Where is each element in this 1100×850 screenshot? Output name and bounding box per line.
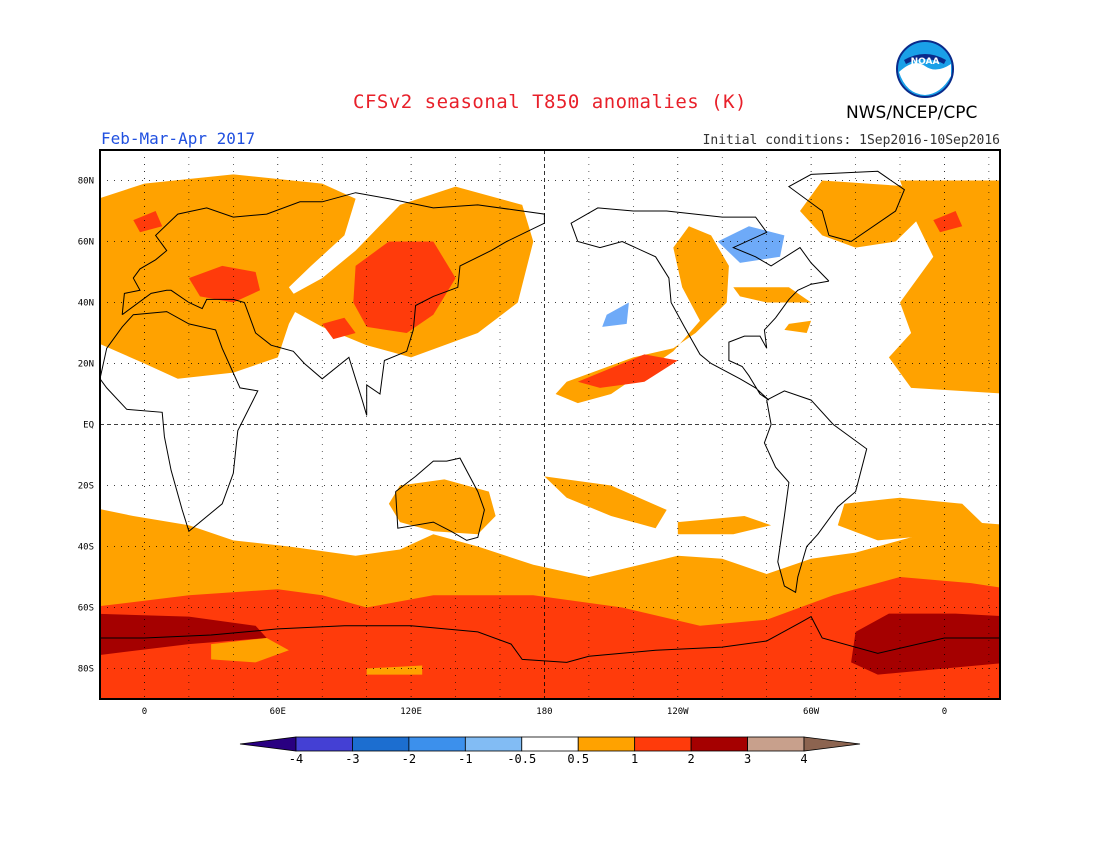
map-grid bbox=[99, 150, 1000, 699]
lon-label: 0 bbox=[942, 707, 947, 717]
east-atlantic-anomaly bbox=[888, 180, 1000, 394]
lon-label: 0 bbox=[142, 707, 147, 717]
lon-label: 120W bbox=[667, 707, 689, 717]
south-atlantic-anomaly bbox=[837, 497, 985, 541]
hudson-cold-anomaly bbox=[717, 226, 785, 263]
plot-border bbox=[99, 149, 1001, 700]
lat-label: 40N bbox=[78, 299, 94, 309]
lon-label: 180 bbox=[536, 707, 552, 717]
antarctic-patch-2 bbox=[366, 665, 423, 675]
lon-label: 60E bbox=[270, 707, 286, 717]
coast-antarctica bbox=[100, 615, 1000, 663]
lat-label: 80S bbox=[78, 665, 94, 675]
lat-label: EQ bbox=[83, 421, 94, 431]
coast-greenland bbox=[787, 170, 906, 243]
caspian-hotspot bbox=[188, 265, 260, 303]
scandinavia-hotspot bbox=[133, 211, 163, 233]
greenland-anomaly bbox=[800, 180, 927, 248]
initial-conditions-label: Initial conditions: 1Sep2016-10Sep2016 bbox=[702, 133, 1000, 148]
lon-label: 120E bbox=[400, 707, 422, 717]
scandinavia-hotspot-repeat bbox=[933, 211, 963, 233]
lon-label: 60W bbox=[803, 707, 820, 717]
lat-label: 20N bbox=[78, 360, 94, 370]
coast-eurasia bbox=[121, 192, 545, 416]
logo-text: NOAA bbox=[911, 57, 940, 67]
antarctic-anomaly-west bbox=[100, 613, 267, 655]
atlantic-field bbox=[111, 247, 134, 266]
lat-label: 40S bbox=[78, 543, 94, 553]
map-title: CFSv2 seasonal T850 anomalies (K) bbox=[353, 91, 747, 113]
lat-label: 60N bbox=[78, 238, 94, 248]
north-pacific-cold-anomaly bbox=[602, 302, 629, 327]
coast-africa bbox=[100, 311, 259, 533]
coast-south-america bbox=[763, 390, 868, 594]
pacific-warm-tongue bbox=[555, 226, 729, 404]
season-label: Feb-Mar-Apr 2017 bbox=[101, 129, 256, 148]
southeast-pacific-anomaly bbox=[677, 516, 772, 535]
lat-label: 20S bbox=[78, 482, 94, 492]
northeast-china-hotspot bbox=[353, 241, 456, 333]
agency-label: NWS/NCEP/CPC bbox=[846, 103, 978, 123]
antarctic-anomaly-east bbox=[851, 613, 1000, 675]
central-pacific-hotspot bbox=[577, 354, 678, 388]
tibet-hotspot bbox=[322, 317, 356, 340]
eastern-us-anomaly bbox=[733, 287, 812, 303]
atlantic-small-anomaly bbox=[784, 320, 812, 333]
coastlines bbox=[100, 170, 1000, 663]
lat-label: 80N bbox=[78, 177, 94, 187]
noaa-logo: NOAA bbox=[896, 40, 954, 98]
lat-label: 60S bbox=[78, 604, 94, 614]
coast-australia bbox=[395, 457, 485, 541]
australia-anomaly bbox=[388, 479, 496, 535]
south-pacific-anomaly bbox=[544, 476, 667, 529]
antarctic-patch-1 bbox=[211, 638, 289, 663]
coast-north-america bbox=[570, 207, 830, 401]
